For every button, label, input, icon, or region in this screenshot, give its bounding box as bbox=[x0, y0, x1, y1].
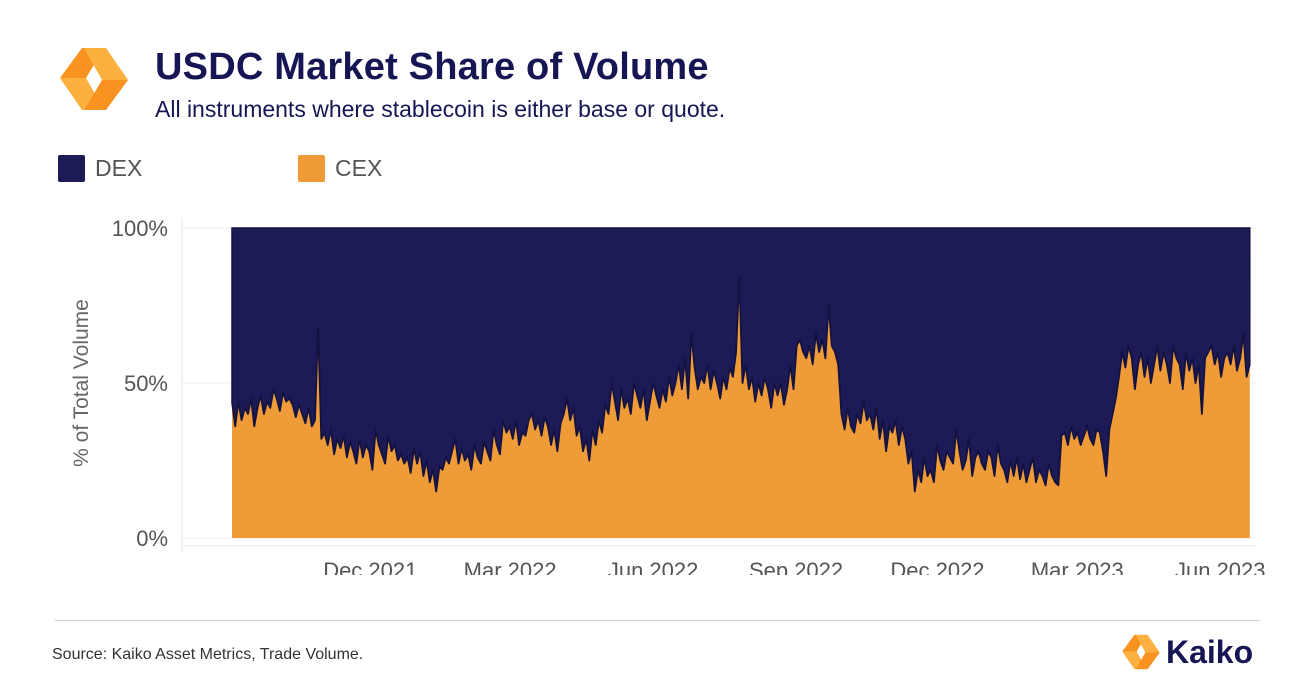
x-tick-label: Mar 2022 bbox=[464, 558, 557, 575]
kaiko-logo-icon bbox=[1122, 634, 1160, 670]
kaiko-logo-icon bbox=[60, 48, 128, 110]
chart-title: USDC Market Share of Volume bbox=[155, 46, 709, 88]
brand-logo: Kaiko bbox=[1120, 630, 1253, 674]
legend-label-cex: CEX bbox=[335, 154, 383, 181]
legend-swatch-dex bbox=[58, 154, 85, 182]
y-tick-label: 50% bbox=[124, 371, 168, 396]
x-tick-label: Mar 2023 bbox=[1031, 558, 1124, 575]
x-tick-label: Jun 2023 bbox=[1175, 558, 1266, 575]
x-tick-label: Dec 2021 bbox=[323, 558, 417, 575]
legend-label-dex: DEX bbox=[95, 154, 143, 181]
source-note: Source: Kaiko Asset Metrics, Trade Volum… bbox=[52, 646, 364, 663]
chart-plot: 0% 50% 100% Dec 2021 Mar 2022 Jun 2022 Sep 202… bbox=[70, 216, 1266, 575]
legend-item-cex: CEX bbox=[298, 153, 382, 183]
chart-subtitle: All instruments where stablecoin is eith… bbox=[155, 96, 726, 122]
x-tick-label: Sep 2022 bbox=[749, 558, 843, 575]
legend-item-dex: DEX bbox=[58, 153, 142, 183]
y-tick-label: 100% bbox=[112, 216, 168, 241]
y-tick-label: 0% bbox=[136, 526, 168, 551]
x-tick-label: Dec 2022 bbox=[890, 558, 984, 575]
y-axis-title: % of Total Volume bbox=[70, 299, 93, 467]
brand-name: Kaiko bbox=[1166, 633, 1254, 670]
legend-swatch-cex bbox=[298, 154, 325, 182]
x-tick-label: Jun 2022 bbox=[608, 558, 699, 575]
series-boundary-line bbox=[231, 276, 1251, 493]
footer-divider bbox=[55, 620, 1260, 621]
